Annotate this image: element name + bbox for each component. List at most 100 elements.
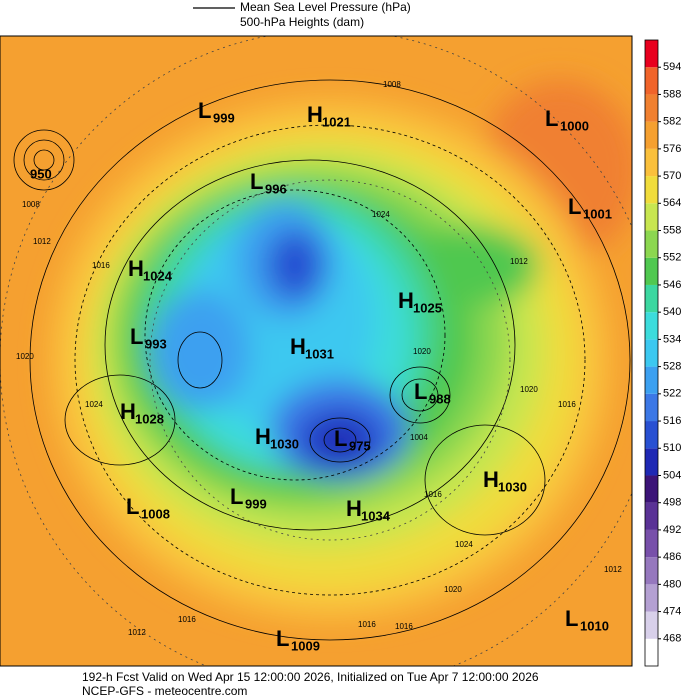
- footer-source: NCEP-GFS - meteocentre.com: [82, 684, 247, 698]
- center-letter: L: [276, 626, 289, 651]
- center-value: 1021: [322, 114, 351, 129]
- colorbar-bin: [645, 176, 658, 204]
- center-value: 1028: [135, 411, 164, 426]
- colorbar-bin: [645, 366, 658, 394]
- isobar-label: 1020: [444, 585, 462, 594]
- center-letter: L: [126, 494, 139, 519]
- colorbar-bin: [645, 557, 658, 585]
- center-letter: H: [128, 256, 144, 281]
- center-letter: L: [198, 98, 211, 123]
- colorbar-tick-label: 492: [663, 524, 681, 536]
- center-letter: H: [307, 102, 323, 127]
- colorbar-bin: [645, 203, 658, 231]
- center-value: 950: [30, 166, 52, 181]
- colorbar-bin: [645, 529, 658, 558]
- isobar-label: 1024: [372, 210, 390, 219]
- colorbar-tick-label: 546: [663, 279, 681, 291]
- colorbar-bin: [645, 40, 658, 68]
- colorbar-bin: [645, 257, 658, 285]
- isobar-label: 1024: [455, 540, 473, 549]
- isobar-label: 1008: [383, 80, 401, 89]
- map: [0, 36, 632, 666]
- colorbar-tick-label: 522: [663, 388, 681, 400]
- center-value: 999: [245, 496, 267, 511]
- colorbar-bin: [645, 121, 658, 149]
- colorbar-tick-label: 558: [663, 224, 681, 236]
- center-value: 1030: [270, 436, 299, 451]
- isobar-label: 1020: [16, 352, 34, 361]
- colorbar-tick-label: 564: [663, 197, 681, 209]
- colorbar-tick-label: 480: [663, 578, 681, 590]
- center-value: 999: [213, 110, 235, 125]
- isobar-label: 1016: [178, 615, 196, 624]
- legend-pressure: Mean Sea Level Pressure (hPa): [240, 0, 411, 14]
- center-value: 1030: [498, 479, 527, 494]
- center-letter: H: [290, 334, 306, 359]
- center-value: 1009: [291, 638, 320, 653]
- colorbar-tick-label: 552: [663, 252, 681, 264]
- colorbar-bin: [645, 448, 658, 476]
- center-letter: H: [398, 288, 414, 313]
- isobar-label: 1016: [92, 261, 110, 270]
- colorbar-tick-label: 516: [663, 415, 681, 427]
- center-letter: L: [545, 106, 558, 131]
- isobar-label: 1012: [510, 257, 528, 266]
- center-value: 1008: [141, 506, 170, 521]
- center-letter: L: [334, 426, 347, 451]
- center-letter: L: [250, 169, 263, 194]
- isobar-label: 1016: [358, 620, 376, 629]
- colorbar-bin: [645, 502, 658, 530]
- isobar-label: 1020: [413, 347, 431, 356]
- colorbar-tick-label: 570: [663, 170, 681, 182]
- isobar-label: 1024: [85, 400, 103, 409]
- colorbar-bin: [645, 230, 658, 258]
- center-value: 996: [265, 181, 287, 196]
- center-letter: H: [120, 399, 136, 424]
- isobar-label: 1012: [604, 565, 622, 574]
- colorbar-bin: [645, 584, 658, 612]
- footer-valid: 192-h Fcst Valid on Wed Apr 15 12:00:00 …: [82, 670, 539, 684]
- isobar-label: 1016: [395, 622, 413, 631]
- center-value: 1025: [413, 300, 442, 315]
- colorbar-bin: [645, 148, 658, 177]
- center-value: 988: [429, 391, 451, 406]
- colorbar-tick-label: 504: [663, 469, 681, 481]
- center-letter: L: [568, 194, 581, 219]
- isobar-label: 1016: [558, 400, 576, 409]
- center-value: 975: [349, 438, 371, 453]
- isobar-label: 1004: [410, 433, 428, 442]
- isobar-label: 1020: [520, 385, 538, 394]
- contours: [0, 36, 632, 666]
- isobar-label: 1012: [128, 628, 146, 637]
- center-value: 1031: [305, 346, 334, 361]
- colorbar-tick-label: 486: [663, 551, 681, 563]
- colorbar-tick-label: 468: [663, 633, 681, 645]
- colorbar-tick-label: 576: [663, 143, 681, 155]
- colorbar-tick-label: 540: [663, 306, 681, 318]
- height-field: [50, 80, 632, 620]
- isobar-label: 1016: [424, 490, 442, 499]
- colorbar-bin: [645, 67, 658, 95]
- center-value: 1000: [560, 118, 589, 133]
- center-letter: L: [130, 324, 143, 349]
- center-letter: H: [255, 424, 271, 449]
- colorbar-tick-label: 498: [663, 497, 681, 509]
- colorbar-bin: [645, 284, 658, 313]
- colorbar-bin: [645, 339, 658, 367]
- colorbar-tick-label: 534: [663, 333, 681, 345]
- center-value: 1001: [583, 206, 612, 221]
- colorbar-tick-label: 588: [663, 88, 681, 100]
- colorbar-bin: [645, 475, 658, 503]
- center-value: 1010: [580, 618, 609, 633]
- colorbar-tick-label: 510: [663, 442, 681, 454]
- center-letter: H: [483, 467, 499, 492]
- colorbar-tick-label: 528: [663, 361, 681, 373]
- center-letter: L: [565, 606, 578, 631]
- colorbar-bin: [645, 638, 658, 666]
- map-frame: [0, 35, 633, 667]
- legend-heights: 500-hPa Heights (dam): [240, 15, 364, 29]
- isobar-label: 1012: [33, 237, 51, 246]
- colorbar-bin: [645, 94, 658, 122]
- isobar-label: 1008: [22, 200, 40, 209]
